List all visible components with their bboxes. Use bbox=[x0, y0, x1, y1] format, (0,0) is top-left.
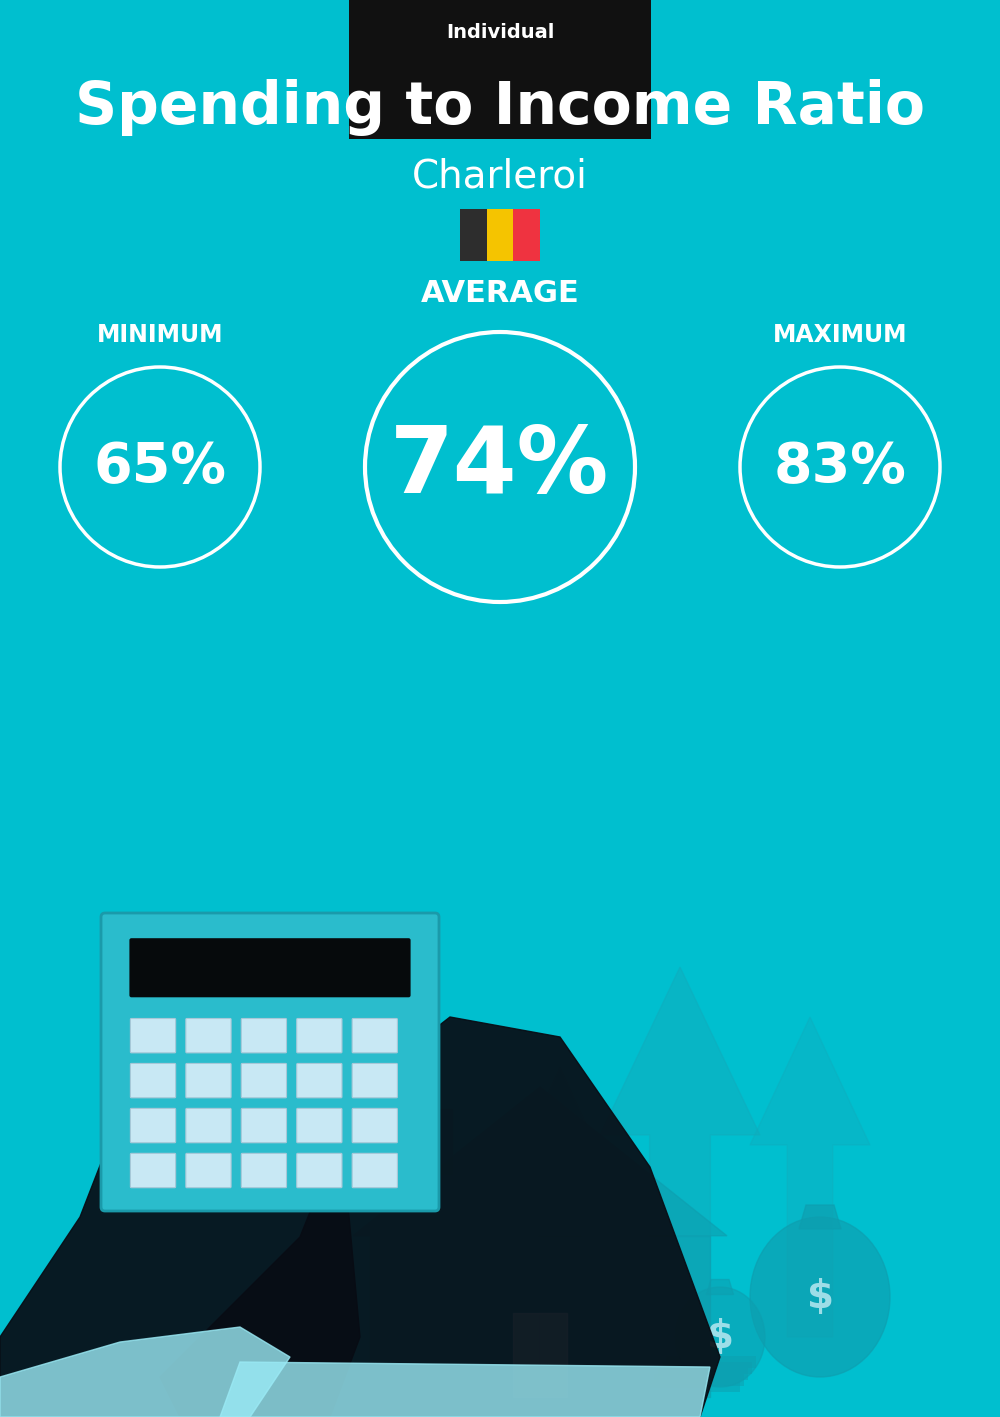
FancyBboxPatch shape bbox=[241, 1153, 287, 1187]
Ellipse shape bbox=[750, 1217, 890, 1377]
Polygon shape bbox=[160, 1017, 720, 1417]
FancyBboxPatch shape bbox=[658, 1367, 748, 1380]
FancyBboxPatch shape bbox=[650, 1380, 740, 1391]
FancyBboxPatch shape bbox=[662, 1362, 752, 1374]
FancyBboxPatch shape bbox=[130, 1019, 176, 1053]
FancyBboxPatch shape bbox=[297, 1019, 342, 1053]
FancyBboxPatch shape bbox=[666, 1356, 756, 1367]
Polygon shape bbox=[706, 1280, 734, 1295]
Text: Individual: Individual bbox=[446, 23, 554, 41]
FancyBboxPatch shape bbox=[101, 913, 439, 1212]
Polygon shape bbox=[513, 1314, 567, 1397]
FancyBboxPatch shape bbox=[352, 1019, 397, 1053]
FancyBboxPatch shape bbox=[186, 1063, 231, 1098]
FancyBboxPatch shape bbox=[186, 1153, 231, 1187]
FancyBboxPatch shape bbox=[241, 1108, 287, 1142]
FancyBboxPatch shape bbox=[513, 208, 540, 261]
FancyBboxPatch shape bbox=[186, 1108, 231, 1142]
Ellipse shape bbox=[675, 1287, 765, 1387]
Polygon shape bbox=[220, 1362, 710, 1417]
FancyBboxPatch shape bbox=[129, 938, 411, 998]
Polygon shape bbox=[353, 1087, 727, 1236]
FancyBboxPatch shape bbox=[352, 1063, 397, 1098]
FancyBboxPatch shape bbox=[241, 1019, 287, 1053]
FancyBboxPatch shape bbox=[297, 1063, 342, 1098]
FancyBboxPatch shape bbox=[297, 1108, 342, 1142]
Polygon shape bbox=[431, 1108, 452, 1173]
FancyBboxPatch shape bbox=[352, 1153, 397, 1187]
Polygon shape bbox=[750, 1017, 870, 1338]
Polygon shape bbox=[600, 966, 760, 1387]
Text: 65%: 65% bbox=[94, 441, 226, 495]
Polygon shape bbox=[0, 1326, 290, 1417]
FancyBboxPatch shape bbox=[130, 1063, 176, 1098]
Text: MAXIMUM: MAXIMUM bbox=[773, 323, 907, 347]
Polygon shape bbox=[370, 1236, 710, 1397]
Polygon shape bbox=[505, 1067, 615, 1367]
FancyBboxPatch shape bbox=[130, 1153, 176, 1187]
FancyBboxPatch shape bbox=[297, 1153, 342, 1187]
Text: Spending to Income Ratio: Spending to Income Ratio bbox=[75, 78, 925, 136]
FancyBboxPatch shape bbox=[241, 1063, 287, 1098]
FancyBboxPatch shape bbox=[130, 1108, 176, 1142]
Polygon shape bbox=[799, 1204, 841, 1229]
FancyBboxPatch shape bbox=[487, 208, 513, 261]
Text: $: $ bbox=[706, 1318, 734, 1356]
Text: Charleroi: Charleroi bbox=[412, 159, 588, 196]
Text: $: $ bbox=[806, 1278, 834, 1316]
Text: 83%: 83% bbox=[774, 441, 906, 495]
Polygon shape bbox=[0, 966, 360, 1417]
Text: AVERAGE: AVERAGE bbox=[421, 279, 579, 309]
FancyBboxPatch shape bbox=[352, 1108, 397, 1142]
FancyBboxPatch shape bbox=[654, 1374, 744, 1386]
Text: MINIMUM: MINIMUM bbox=[97, 323, 223, 347]
Text: 74%: 74% bbox=[390, 422, 610, 512]
FancyBboxPatch shape bbox=[186, 1019, 231, 1053]
FancyBboxPatch shape bbox=[460, 208, 487, 261]
